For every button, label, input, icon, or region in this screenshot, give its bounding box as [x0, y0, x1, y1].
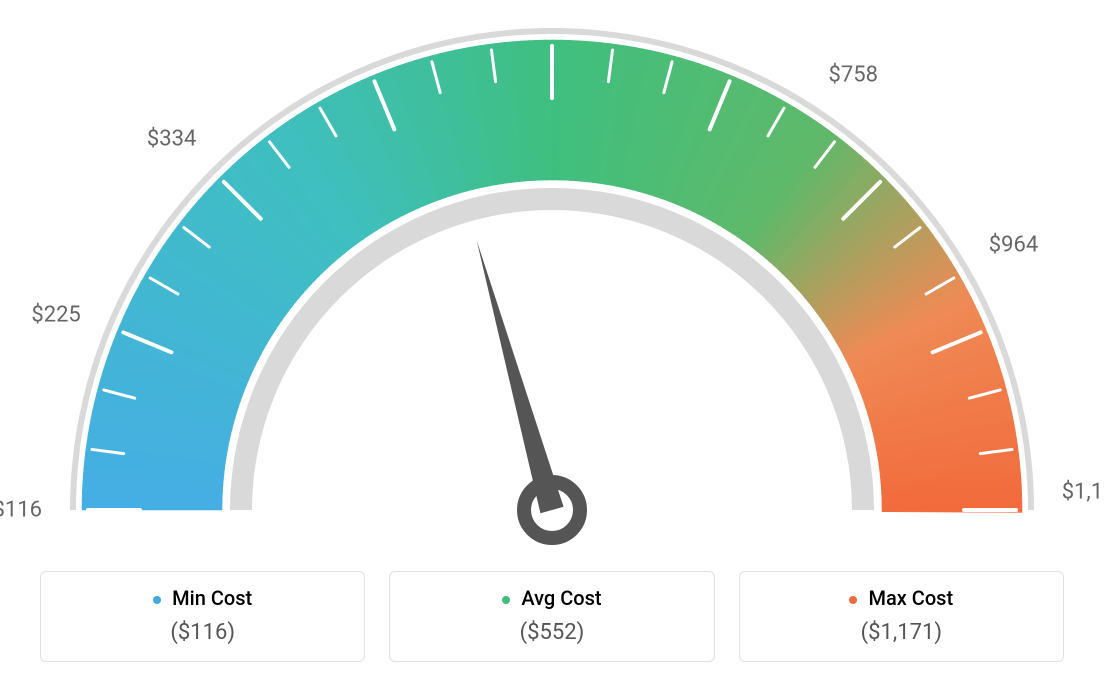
legend-row: Min Cost ($116) Avg Cost ($552) Max Cost… — [0, 571, 1104, 662]
gauge-tick-label: $758 — [829, 62, 878, 87]
legend-max-label: Max Cost — [868, 586, 953, 610]
dot-icon — [153, 596, 161, 604]
gauge-tick-label: $225 — [31, 302, 80, 327]
legend-title-max: Max Cost — [740, 586, 1063, 610]
legend-min-label: Min Cost — [172, 586, 252, 610]
gauge-tick-label: $334 — [147, 127, 196, 152]
gauge-svg — [0, 0, 1104, 560]
dot-icon — [502, 596, 510, 604]
dot-icon — [849, 596, 857, 604]
gauge-chart: $116$225$334$552$758$964$1,171 — [0, 0, 1104, 560]
legend-avg-value: ($552) — [390, 620, 713, 645]
legend-card-max: Max Cost ($1,171) — [739, 571, 1064, 662]
gauge-tick-label: $1,171 — [1062, 480, 1104, 505]
gauge-tick-label: $964 — [989, 233, 1038, 258]
legend-min-value: ($116) — [41, 620, 364, 645]
legend-card-avg: Avg Cost ($552) — [389, 571, 714, 662]
legend-card-min: Min Cost ($116) — [40, 571, 365, 662]
legend-title-min: Min Cost — [41, 586, 364, 610]
legend-avg-label: Avg Cost — [521, 586, 601, 610]
legend-title-avg: Avg Cost — [390, 586, 713, 610]
legend-max-value: ($1,171) — [740, 620, 1063, 645]
gauge-tick-label: $116 — [0, 498, 42, 523]
